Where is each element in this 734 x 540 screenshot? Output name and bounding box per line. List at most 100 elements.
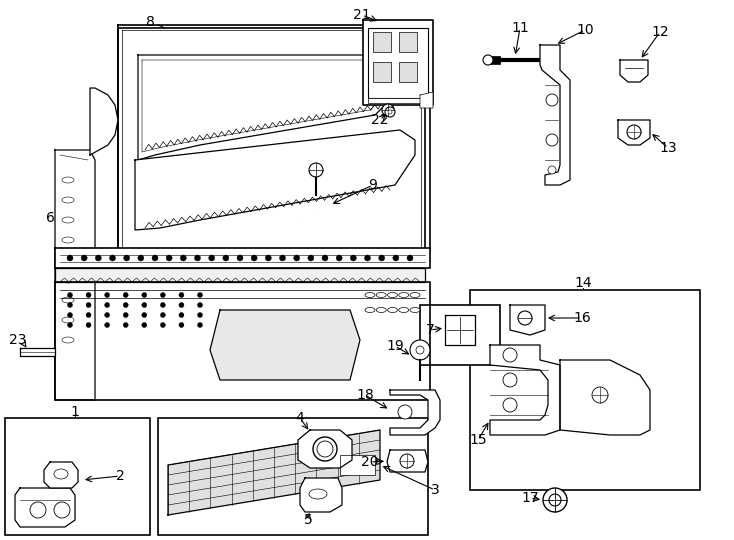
Ellipse shape xyxy=(309,489,327,499)
Circle shape xyxy=(280,255,286,261)
Ellipse shape xyxy=(62,217,74,223)
Polygon shape xyxy=(55,248,430,268)
Text: 4: 4 xyxy=(296,411,305,425)
Ellipse shape xyxy=(399,307,409,313)
Bar xyxy=(5,418,150,535)
Circle shape xyxy=(105,313,109,318)
Bar xyxy=(399,62,417,82)
Circle shape xyxy=(546,94,558,106)
Text: 13: 13 xyxy=(659,141,677,155)
Circle shape xyxy=(142,302,147,307)
Circle shape xyxy=(483,55,493,65)
Polygon shape xyxy=(122,30,421,250)
Circle shape xyxy=(197,302,203,307)
Text: 10: 10 xyxy=(576,23,594,37)
Bar xyxy=(399,32,417,52)
Circle shape xyxy=(105,293,109,298)
Polygon shape xyxy=(118,28,430,250)
Circle shape xyxy=(592,387,608,403)
Ellipse shape xyxy=(62,297,74,303)
Polygon shape xyxy=(55,268,425,282)
Text: 14: 14 xyxy=(574,276,592,290)
Ellipse shape xyxy=(399,293,409,298)
Circle shape xyxy=(160,313,165,318)
Text: 16: 16 xyxy=(573,311,591,325)
Circle shape xyxy=(95,255,101,261)
Circle shape xyxy=(179,302,184,307)
Circle shape xyxy=(179,293,184,298)
Circle shape xyxy=(197,293,203,298)
Ellipse shape xyxy=(54,469,68,479)
Circle shape xyxy=(123,322,128,327)
Ellipse shape xyxy=(365,307,375,313)
Text: 1: 1 xyxy=(70,405,79,419)
Circle shape xyxy=(365,255,371,261)
Polygon shape xyxy=(55,282,430,400)
Circle shape xyxy=(197,313,203,318)
Circle shape xyxy=(385,107,395,117)
Circle shape xyxy=(142,322,147,327)
Circle shape xyxy=(160,322,165,327)
Text: 8: 8 xyxy=(145,15,154,29)
Text: 22: 22 xyxy=(371,113,389,127)
Polygon shape xyxy=(138,55,410,160)
Circle shape xyxy=(503,398,517,412)
Circle shape xyxy=(265,255,272,261)
Circle shape xyxy=(407,255,413,261)
Circle shape xyxy=(181,255,186,261)
Circle shape xyxy=(398,405,412,419)
Bar xyxy=(368,98,428,103)
Polygon shape xyxy=(390,390,440,435)
Polygon shape xyxy=(44,462,78,488)
Polygon shape xyxy=(168,430,380,515)
Bar xyxy=(373,32,391,52)
Text: 7: 7 xyxy=(426,323,435,337)
Circle shape xyxy=(416,346,424,354)
Circle shape xyxy=(68,302,73,307)
Circle shape xyxy=(350,255,356,261)
Polygon shape xyxy=(560,360,650,435)
Circle shape xyxy=(109,255,115,261)
Polygon shape xyxy=(510,305,545,335)
Ellipse shape xyxy=(62,277,74,283)
Polygon shape xyxy=(55,150,95,400)
Text: 17: 17 xyxy=(521,491,539,505)
Circle shape xyxy=(410,340,430,360)
Circle shape xyxy=(518,311,532,325)
Polygon shape xyxy=(20,348,55,356)
Circle shape xyxy=(105,302,109,307)
Circle shape xyxy=(308,255,314,261)
Circle shape xyxy=(336,255,342,261)
Circle shape xyxy=(123,255,130,261)
Text: 18: 18 xyxy=(356,388,374,402)
Bar xyxy=(340,455,375,475)
Circle shape xyxy=(86,322,91,327)
Text: 9: 9 xyxy=(368,178,377,192)
Text: 2: 2 xyxy=(116,469,124,483)
Ellipse shape xyxy=(62,197,74,203)
Text: 15: 15 xyxy=(469,433,487,447)
Polygon shape xyxy=(490,345,560,435)
Circle shape xyxy=(123,302,128,307)
Polygon shape xyxy=(445,315,475,345)
Circle shape xyxy=(208,255,214,261)
Circle shape xyxy=(237,255,243,261)
Circle shape xyxy=(503,373,517,387)
Polygon shape xyxy=(387,450,428,472)
Circle shape xyxy=(195,255,200,261)
Circle shape xyxy=(179,322,184,327)
Polygon shape xyxy=(210,310,360,380)
Polygon shape xyxy=(90,88,118,155)
Text: 20: 20 xyxy=(361,455,379,469)
Text: 23: 23 xyxy=(10,333,26,347)
Polygon shape xyxy=(540,45,570,185)
Circle shape xyxy=(317,441,333,457)
Circle shape xyxy=(543,488,567,512)
Polygon shape xyxy=(15,488,75,527)
Circle shape xyxy=(105,322,109,327)
Circle shape xyxy=(251,255,257,261)
Circle shape xyxy=(81,255,87,261)
Text: 12: 12 xyxy=(651,25,669,39)
Circle shape xyxy=(400,454,414,468)
Ellipse shape xyxy=(388,293,398,298)
